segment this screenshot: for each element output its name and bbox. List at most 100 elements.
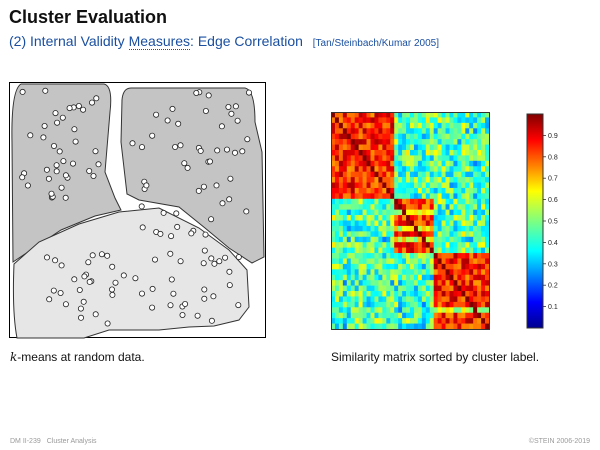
heatmap-cell: [413, 177, 419, 183]
heatmap-cell: [382, 193, 387, 200]
heatmap-cell: [473, 291, 478, 297]
heatmap-cell: [362, 117, 367, 124]
heatmap-cell: [398, 263, 403, 270]
heatmap-cell: [378, 193, 383, 200]
heatmap-cell: [410, 171, 415, 178]
subtitle-link[interactable]: Measures: [128, 33, 191, 50]
heatmap-cell: [334, 182, 340, 189]
heatmap-cell: [469, 215, 474, 221]
heatmap-cell: [406, 182, 411, 189]
heatmap-cell: [453, 122, 458, 129]
data-point: [76, 286, 83, 293]
heatmap-cell: [406, 204, 411, 210]
heatmap-cell: [394, 112, 399, 118]
heatmap-cell: [429, 236, 434, 243]
heatmap-cell: [481, 112, 486, 118]
heatmap-cell: [433, 187, 438, 194]
heatmap-cell: [402, 253, 407, 259]
heatmap-cell: [331, 155, 336, 162]
heatmap-cell: [449, 171, 454, 178]
heatmap-cell: [425, 177, 431, 183]
heatmap-cell: [390, 236, 395, 243]
heatmap-cell: [421, 187, 427, 194]
heatmap-cell: [370, 160, 375, 167]
heatmap-cell: [366, 122, 371, 129]
heatmap-cell: [457, 139, 462, 145]
heatmap-cell: [358, 193, 363, 200]
heatmap-cell: [398, 160, 403, 167]
heatmap-cell: [453, 280, 458, 286]
heatmap-cell: [331, 193, 336, 200]
data-point: [174, 223, 181, 230]
heatmap-cell: [354, 263, 359, 270]
heatmap-cell: [485, 117, 490, 124]
heatmap-cell: [402, 133, 407, 140]
heatmap-cell: [421, 139, 427, 145]
heatmap-cell: [469, 225, 474, 232]
heatmap-cell: [350, 166, 355, 172]
heatmap-cell: [331, 291, 336, 297]
heatmap-cell: [334, 149, 340, 156]
heatmap-cell: [429, 182, 434, 189]
heatmap-cell: [331, 171, 336, 178]
colorbar-tick-label: 0.1: [548, 304, 558, 311]
heatmap-cell: [334, 269, 340, 276]
data-point: [44, 254, 51, 261]
heatmap-cell: [441, 160, 446, 167]
heatmap-cell: [485, 166, 490, 172]
heatmap-cell: [477, 122, 482, 129]
heatmap-cell: [406, 166, 411, 172]
heatmap-cell: [382, 182, 387, 189]
heatmap-cell: [358, 274, 363, 281]
heatmap-cell: [338, 296, 344, 303]
heatmap-cell: [386, 301, 391, 308]
heatmap-cell: [346, 242, 352, 248]
heatmap-cell: [331, 215, 336, 221]
heatmap-cell: [441, 220, 446, 227]
heatmap-cell: [410, 236, 415, 243]
heatmap-cell: [398, 236, 403, 243]
heatmap-cell: [390, 285, 395, 292]
heatmap-cell: [465, 128, 470, 134]
heatmap-cell: [465, 225, 470, 232]
heatmap-cell: [378, 247, 383, 254]
heatmap-cell: [417, 155, 423, 162]
heatmap-cell: [461, 301, 466, 308]
data-point: [139, 224, 146, 231]
heatmap-cell: [437, 231, 442, 238]
heatmap-cell: [481, 318, 486, 324]
slide-subtitle: (2) Internal Validity Measures: Edge Cor…: [9, 33, 439, 50]
heatmap-cell: [437, 318, 442, 324]
heatmap-cell: [331, 323, 336, 330]
heatmap-cell: [378, 263, 383, 270]
data-point: [60, 158, 67, 165]
heatmap-cell: [410, 144, 415, 151]
heatmap-cell: [413, 128, 419, 134]
heatmap-cell: [338, 139, 344, 145]
heatmap-cell: [481, 269, 486, 276]
heatmap-cell: [413, 291, 419, 297]
heatmap-cell: [342, 160, 348, 167]
heatmap-cell: [417, 285, 423, 292]
heatmap-cell: [382, 149, 387, 156]
heatmap-cell: [350, 193, 355, 200]
heatmap-cell: [469, 204, 474, 210]
heatmap-cell: [374, 323, 379, 330]
heatmap-cell: [334, 155, 340, 162]
heatmap-cell: [413, 117, 419, 124]
heatmap-cell: [465, 242, 470, 248]
heatmap-cell: [394, 215, 399, 221]
heatmap-cell: [485, 274, 490, 281]
heatmap-cell: [354, 204, 359, 210]
heatmap-cell: [461, 149, 466, 156]
colorbar-tick-label: 0.7: [548, 176, 558, 183]
heatmap-cell: [449, 280, 454, 286]
heatmap-cell: [394, 291, 399, 297]
heatmap-cell: [433, 258, 438, 265]
caption-italic-k: k: [10, 350, 18, 364]
heatmap-cell: [465, 307, 470, 314]
heatmap-cell: [394, 274, 399, 281]
heatmap-cell: [402, 128, 407, 134]
heatmap-cell: [398, 133, 403, 140]
heatmap-cell: [477, 193, 482, 200]
